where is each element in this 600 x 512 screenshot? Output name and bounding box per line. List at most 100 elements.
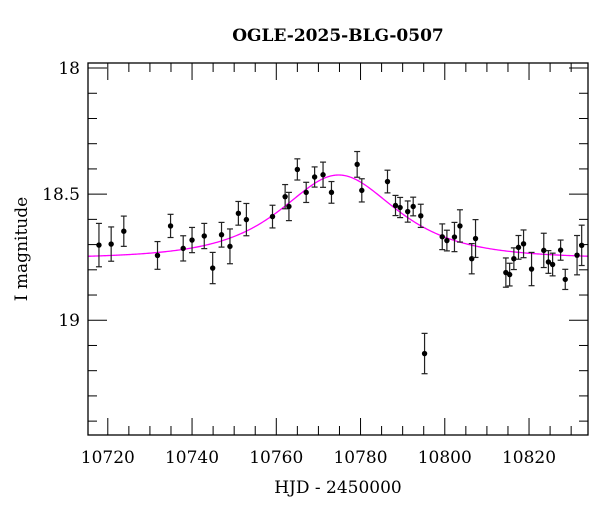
y-tick-label: 19 [58, 311, 80, 331]
data-point [520, 229, 527, 259]
data-point [421, 332, 428, 375]
data-point [528, 251, 535, 287]
data-point [154, 240, 161, 270]
data-marker [154, 252, 161, 259]
data-point [549, 252, 556, 277]
data-marker [562, 276, 568, 283]
model-layer [87, 174, 589, 257]
data-point [540, 232, 547, 269]
data-marker [121, 228, 127, 234]
data-marker [549, 261, 556, 268]
data-point [226, 228, 233, 265]
data-point [578, 224, 585, 267]
data-point [311, 166, 318, 188]
data-point [384, 169, 391, 194]
data-point [410, 196, 417, 217]
data-point [294, 158, 301, 181]
data-marker [418, 213, 424, 219]
data-marker [574, 252, 580, 258]
data-point [472, 219, 479, 259]
data-marker [269, 213, 276, 220]
data-point [209, 251, 216, 285]
data-point [443, 229, 450, 252]
data-points [95, 150, 585, 375]
data-marker [405, 208, 411, 215]
data-marker [282, 193, 288, 200]
y-tick-label: 18 [58, 59, 80, 79]
data-marker [235, 210, 242, 217]
data-point [506, 262, 513, 287]
plot-frame [87, 62, 589, 436]
data-marker [392, 202, 399, 209]
data-point [167, 213, 174, 239]
data-point [95, 222, 102, 268]
data-marker [557, 247, 564, 253]
data-marker [227, 243, 233, 250]
data-point [218, 221, 225, 248]
data-point [439, 223, 446, 251]
data-point [235, 200, 242, 226]
data-marker [457, 223, 463, 229]
data-marker [180, 245, 186, 252]
data-point [285, 191, 292, 222]
data-point [562, 268, 569, 291]
y-axis-label: I magnitude [12, 197, 32, 301]
data-marker [108, 241, 114, 247]
data-marker [397, 204, 403, 211]
x-tick-label: 10780 [333, 448, 387, 468]
data-point [328, 180, 335, 204]
data-marker [294, 166, 301, 173]
data-point [320, 161, 327, 188]
data-marker [528, 266, 535, 272]
data-marker [410, 203, 416, 210]
data-marker [286, 203, 292, 210]
data-point [354, 150, 361, 178]
data-marker [511, 256, 517, 262]
data-marker [189, 237, 195, 243]
data-point [456, 209, 463, 243]
data-marker [520, 241, 527, 247]
data-point [468, 242, 475, 275]
data-marker [515, 244, 522, 251]
x-tick-label: 10720 [81, 448, 135, 468]
data-point [358, 178, 365, 203]
data-marker [421, 350, 428, 357]
data-point [545, 250, 552, 274]
data-point [120, 215, 127, 247]
data-marker [167, 223, 174, 229]
x-tick-label: 10820 [502, 448, 556, 468]
data-point [451, 221, 458, 253]
data-marker [578, 242, 585, 249]
chart-title: OGLE-2025-BLG-0507 [232, 26, 444, 46]
data-point [404, 200, 411, 223]
data-point [574, 234, 581, 276]
model-curve [87, 174, 589, 257]
data-marker [439, 234, 445, 240]
data-marker [218, 232, 225, 238]
data-marker [201, 233, 207, 239]
data-marker [311, 174, 318, 180]
x-tick-label: 10740 [165, 448, 219, 468]
data-marker [320, 172, 326, 178]
y-tick-label: 18.5 [42, 185, 80, 205]
data-marker [384, 178, 391, 185]
x-tick-label: 10800 [418, 448, 472, 468]
data-marker [354, 161, 360, 168]
data-marker [328, 189, 335, 196]
x-tick-label: 10760 [249, 448, 303, 468]
data-point [392, 194, 399, 217]
data-marker [303, 189, 309, 196]
axes: 10720 10740 10760 10780 10800 10820 18 18.5 19 [42, 59, 589, 468]
data-point [180, 235, 187, 262]
data-marker [96, 242, 102, 248]
data-point [108, 226, 115, 262]
data-point [282, 183, 289, 210]
x-axis-label: HJD - 2450000 [274, 478, 402, 498]
data-marker [506, 271, 513, 278]
data-marker [444, 237, 450, 244]
data-point [417, 203, 424, 229]
data-point [397, 196, 404, 219]
data-marker [209, 265, 216, 271]
data-point [269, 204, 276, 229]
